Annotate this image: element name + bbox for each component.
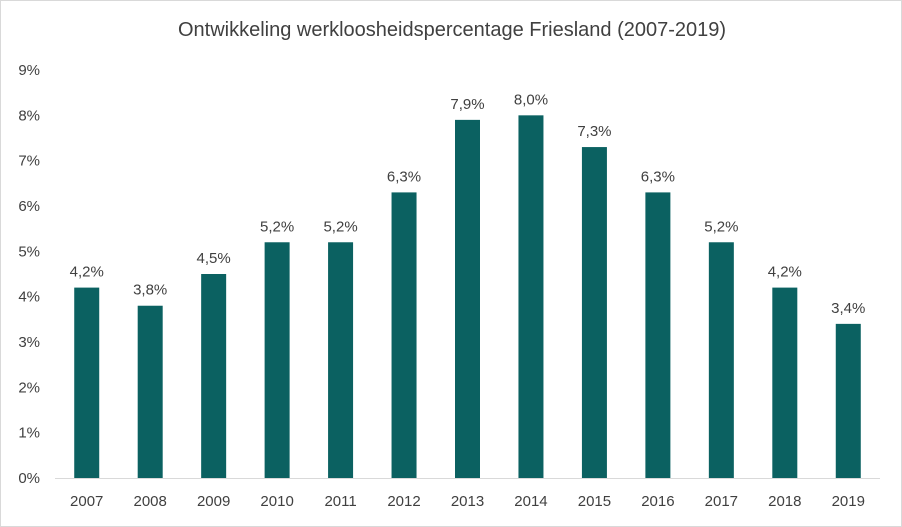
bar-2010 [264,242,290,478]
y-tick-label: 3% [18,334,40,351]
x-tick-label-2012: 2012 [387,493,420,510]
y-tick-label: 5% [18,243,40,260]
data-label-2016: 6,3% [641,168,675,185]
y-tick-label: 4% [18,289,40,306]
x-tick-label-2019: 2019 [832,493,865,510]
data-label-2010: 5,2% [260,218,294,235]
bar-2015 [581,147,607,479]
bar-2011 [328,242,354,478]
x-tick-label-2008: 2008 [134,493,167,510]
x-tick-label-2014: 2014 [514,493,547,510]
bar-2013 [455,119,480,478]
data-label-2008: 3,8% [133,282,167,299]
x-tick-label-2009: 2009 [197,493,230,510]
bar-2008 [137,305,163,478]
data-label-2011: 5,2% [323,218,357,235]
y-axis-ticks: 0% 1% 2% 3% 4% 5% 6% 7% 8% 9% [18,62,40,487]
x-tick-label-2011: 2011 [324,493,356,510]
data-label-2009: 4,5% [197,250,231,267]
data-label-2012: 6,3% [387,168,421,185]
data-label-2018: 4,2% [768,264,802,281]
x-tick-label-2016: 2016 [641,493,674,510]
bar-2018 [772,287,798,478]
y-tick-label: 2% [18,379,40,396]
chart-title: Ontwikkeling werkloosheidspercentage Fri… [177,19,727,41]
bar-2019 [835,323,861,478]
x-tick-label-2015: 2015 [578,493,611,510]
y-tick-label: 6% [18,198,40,215]
data-label-2017: 5,2% [704,218,738,235]
x-tick-label-2018: 2018 [768,493,801,510]
x-tick-label-2007: 2007 [70,493,103,510]
x-tick-label-2010: 2010 [260,493,293,510]
x-tick-label-2017: 2017 [705,493,738,510]
data-labels: 4,2% 3,8% 4,5% 5,2% 5,2% 6,3% 7,9% 8,0% 7,3% 6,3%… [70,91,866,317]
bar-2009 [201,274,227,478]
y-tick-label: 0% [18,470,40,487]
x-tick-label-2013: 2013 [451,493,484,510]
x-axis-ticks: 2007 2008 2009 2010 2011 2012 2013 2014 2015 2016… [70,493,865,510]
data-label-2013: 7,9% [450,96,484,113]
y-tick-label: 8% [18,107,40,124]
data-label-2015: 7,3% [577,123,611,140]
y-tick-label: 7% [18,153,40,170]
bars [74,115,861,479]
data-label-2014: 8,0% [514,91,548,108]
bar-2014 [518,115,544,478]
data-label-2019: 3,4% [831,300,865,317]
y-tick-label: 1% [18,425,40,442]
bar-2012 [391,192,417,478]
data-label-2007: 4,2% [70,264,104,281]
bar-2007 [74,287,100,478]
bar-2017 [708,242,734,478]
y-tick-label: 9% [18,62,40,79]
bar-2016 [645,192,671,478]
